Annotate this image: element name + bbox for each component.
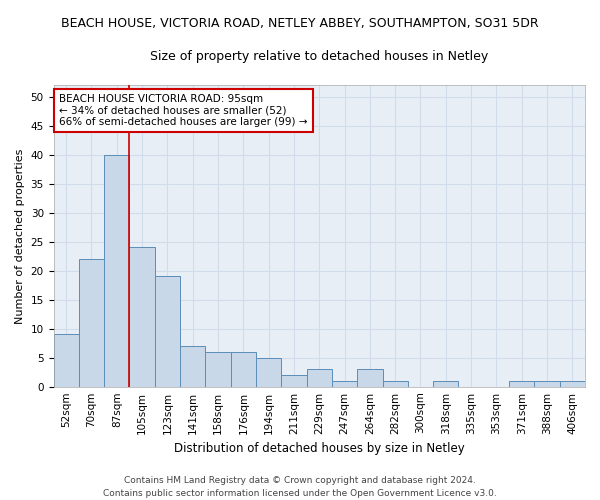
Y-axis label: Number of detached properties: Number of detached properties [15, 148, 25, 324]
Bar [433, 381, 458, 386]
Bar [230, 352, 256, 386]
Bar [205, 352, 230, 386]
Bar [560, 381, 585, 386]
Bar [509, 381, 535, 386]
Bar [357, 370, 383, 386]
Bar [535, 381, 560, 386]
Bar [383, 381, 408, 386]
Bar [53, 334, 79, 386]
Title: Size of property relative to detached houses in Netley: Size of property relative to detached ho… [150, 50, 488, 63]
Bar [180, 346, 205, 387]
X-axis label: Distribution of detached houses by size in Netley: Distribution of detached houses by size … [174, 442, 464, 455]
Bar [155, 276, 180, 386]
Text: BEACH HOUSE VICTORIA ROAD: 95sqm
← 34% of detached houses are smaller (52)
66% o: BEACH HOUSE VICTORIA ROAD: 95sqm ← 34% o… [59, 94, 307, 128]
Bar [130, 248, 155, 386]
Bar [104, 154, 130, 386]
Bar [332, 381, 357, 386]
Bar [281, 375, 307, 386]
Text: Contains HM Land Registry data © Crown copyright and database right 2024.
Contai: Contains HM Land Registry data © Crown c… [103, 476, 497, 498]
Text: BEACH HOUSE, VICTORIA ROAD, NETLEY ABBEY, SOUTHAMPTON, SO31 5DR: BEACH HOUSE, VICTORIA ROAD, NETLEY ABBEY… [61, 18, 539, 30]
Bar [256, 358, 281, 386]
Bar [79, 259, 104, 386]
Bar [307, 370, 332, 386]
